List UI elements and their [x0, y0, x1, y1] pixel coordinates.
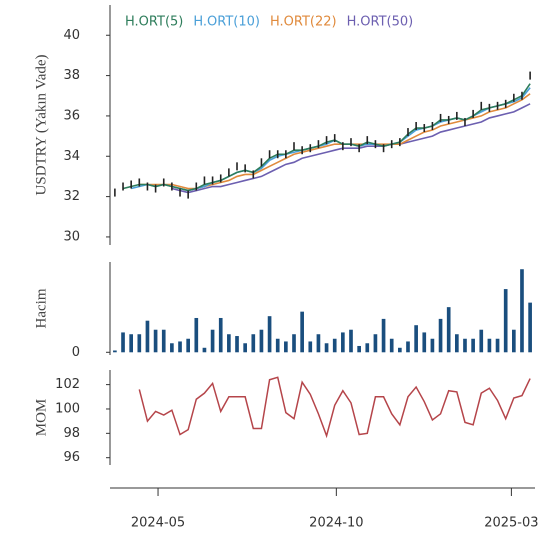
volume-bar	[161, 329, 166, 353]
volume-bar	[324, 343, 329, 353]
volume-bar	[308, 341, 313, 353]
volume-bar	[414, 325, 418, 353]
volume-bar	[406, 341, 410, 353]
y-axis-label: Hacim	[33, 288, 49, 328]
volume-bar	[471, 338, 475, 353]
volume-bar	[218, 317, 223, 353]
volume-bar	[186, 338, 190, 353]
y-tick-label: 32	[63, 189, 80, 204]
ma-line	[130, 87, 531, 192]
volume-bar	[113, 350, 117, 353]
volume-bar	[210, 329, 215, 353]
volume-bar	[267, 316, 272, 353]
legend-entry: H.ORT(50)	[347, 15, 414, 30]
volume-bar	[121, 332, 125, 353]
volume-bar	[422, 332, 427, 353]
volume-bar	[129, 334, 134, 353]
volume-bar	[463, 338, 467, 353]
y-axis-label: MOM	[33, 399, 49, 437]
volume-bar	[398, 347, 402, 353]
volume-bar	[170, 343, 174, 353]
volume-bar	[511, 329, 516, 353]
volume-bar	[251, 334, 256, 353]
legend-entry: H.ORT(22)	[270, 15, 337, 30]
volume-bar	[202, 347, 207, 353]
x-tick-label: 2024-05	[131, 516, 185, 531]
mom-line	[138, 376, 531, 439]
volume-bar	[430, 338, 435, 353]
volume-bar	[153, 329, 158, 353]
volume-bar	[495, 338, 500, 353]
y-tick-label: 40	[63, 28, 80, 43]
y-tick-label: 0	[72, 345, 80, 360]
y-axis-label: USDTRY (Yakın Vade)	[33, 55, 49, 196]
volume-bar	[300, 311, 304, 353]
volume-bar	[275, 338, 280, 353]
volume-bar	[520, 269, 524, 353]
x-tick-label: 2025-03	[484, 516, 538, 531]
y-tick-label: 98	[63, 426, 80, 441]
volume-bar	[178, 341, 182, 353]
volume-bar	[357, 345, 361, 353]
legend-entry: H.ORT(10)	[193, 15, 260, 30]
volume-bar	[316, 334, 321, 353]
volume-bar	[446, 307, 451, 353]
volume-bar	[259, 329, 264, 353]
volume-bar	[487, 338, 492, 353]
y-tick-label: 36	[63, 108, 80, 123]
volume-bar	[137, 334, 142, 353]
volume-bar	[243, 343, 247, 353]
volume-bar	[341, 332, 345, 353]
x-tick-label: 2024-10	[309, 516, 363, 531]
volume-bar	[194, 317, 199, 353]
volume-bar	[438, 318, 443, 353]
volume-bar	[389, 338, 394, 353]
volume-bar	[528, 302, 532, 353]
volume-bar	[284, 341, 288, 353]
volume-bar	[235, 336, 239, 353]
volume-bar	[365, 343, 370, 353]
volume-bar	[373, 334, 378, 353]
y-tick-label: 30	[63, 229, 80, 244]
volume-bar	[332, 338, 337, 353]
y-tick-label: 102	[55, 377, 80, 392]
y-tick-label: 34	[63, 149, 80, 164]
y-tick-label: 100	[55, 401, 80, 416]
legend-entry: H.ORT(5)	[125, 15, 183, 30]
volume-bar	[503, 289, 508, 353]
volume-bar	[349, 329, 353, 353]
volume-bar	[227, 334, 231, 353]
volume-bar	[292, 334, 296, 353]
volume-bar	[381, 318, 386, 353]
volume-bar	[455, 334, 459, 353]
y-tick-label: 96	[63, 450, 80, 465]
volume-bar	[479, 329, 484, 353]
volume-bar	[145, 320, 150, 353]
ma-line	[171, 103, 531, 194]
y-tick-label: 38	[63, 68, 80, 83]
